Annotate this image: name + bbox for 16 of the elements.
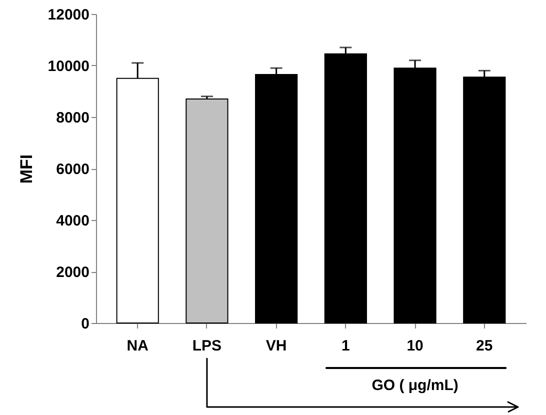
y-axis-title: MFI — [16, 154, 36, 184]
y-tick-label: 0 — [81, 316, 90, 332]
y-tick-label: 10000 — [48, 58, 90, 75]
x-tick-label: 25 — [476, 338, 493, 354]
x-tick-label: NA — [126, 338, 149, 354]
y-tick-label: 12000 — [48, 6, 90, 24]
x-tick-label: 10 — [406, 338, 424, 354]
y-tick-label: 4000 — [56, 212, 90, 230]
x-tick-label: 1 — [342, 338, 350, 354]
text: GO ( μg/mL) — [372, 377, 458, 394]
x-tick-label: LPS — [192, 338, 222, 354]
x-tick-label: VH — [266, 338, 287, 354]
y-tick-label: 6000 — [56, 161, 90, 178]
y-tick-label: 2000 — [56, 264, 90, 281]
bar — [186, 98, 228, 324]
y-tick-label: 8000 — [56, 110, 90, 126]
